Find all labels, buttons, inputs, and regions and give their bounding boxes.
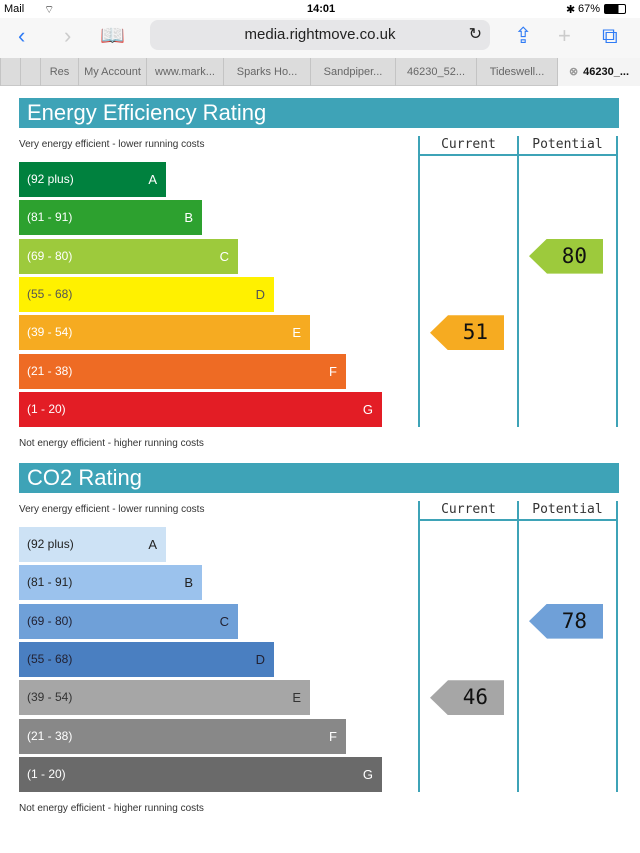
bookmarks-icon[interactable]: 📖	[100, 25, 125, 47]
section-title: CO2 Rating	[19, 463, 619, 493]
battery-percent: 67%	[578, 3, 601, 15]
back-to-app[interactable]: Mail	[4, 3, 25, 15]
current-rating-arrow: 46	[430, 680, 504, 716]
tab-bar: Res My Account www.mark... Sparks Ho... Sand…	[0, 58, 640, 86]
current-header: Current	[420, 136, 517, 156]
rating-band-c: (69 - 80) C	[19, 603, 238, 639]
status-bar: Mail ⌔ 14:01 ✱ 67%	[0, 0, 640, 18]
potential-rating-arrow: 80	[529, 238, 603, 274]
band-range: (1 - 20)	[27, 766, 66, 781]
rating-band-e: (39 - 54) E	[19, 315, 310, 351]
browser-tab[interactable]: Sandpiper...	[310, 58, 395, 86]
potential-rating-arrow: 78	[529, 603, 603, 639]
top-note: Very energy efficient - lower running co…	[19, 139, 205, 150]
co2-rating-chart: CO2 Rating Very energy efficient - lower…	[19, 463, 619, 823]
current-column	[418, 501, 518, 792]
forward-icon[interactable]: ›	[64, 23, 72, 48]
rating-band-b: (81 - 91) B	[19, 565, 202, 601]
tab-label: 46230_...	[583, 66, 630, 78]
browser-tab[interactable]: 46230_52...	[395, 58, 476, 86]
band-letter: A	[148, 537, 157, 552]
browser-tab[interactable]: www.mark...	[146, 58, 223, 86]
section-title: Energy Efficiency Rating	[19, 98, 619, 128]
band-letter: G	[362, 401, 373, 417]
rating-band-b: (81 - 91) B	[19, 200, 202, 236]
rating-band-a: (92 plus) A	[19, 527, 166, 562]
bottom-note: Not energy efficient - higher running co…	[19, 803, 204, 814]
band-range: (39 - 54)	[27, 325, 73, 340]
band-letter: E	[292, 325, 301, 341]
band-range: (39 - 54)	[27, 690, 73, 705]
band-range: (69 - 80)	[27, 613, 73, 628]
band-letter: D	[255, 286, 265, 302]
reload-icon[interactable]: ↻	[468, 26, 482, 43]
rating-band-e: (39 - 54) E	[19, 680, 310, 716]
band-letter: C	[219, 613, 229, 629]
band-letter: B	[184, 575, 193, 591]
url-text: media.rightmove.co.uk	[244, 26, 396, 43]
browser-toolbar: ‹ › 📖 media.rightmove.co.uk ↻ ⇪ + ⧉	[0, 18, 640, 58]
back-icon[interactable]: ‹	[18, 23, 26, 48]
tab-label: My Account	[84, 66, 141, 78]
band-range: (1 - 20)	[27, 401, 66, 416]
address-bar[interactable]: media.rightmove.co.uk ↻	[150, 20, 490, 50]
rating-band-f: (21 - 38) F	[19, 718, 346, 754]
band-letter: A	[148, 172, 157, 187]
potential-column	[517, 136, 618, 427]
rating-band-g: (1 - 20) G	[19, 756, 382, 792]
potential-header: Potential	[519, 501, 616, 521]
rating-band-d: (55 - 68) D	[19, 276, 274, 312]
battery-icon	[604, 4, 626, 14]
band-range: (81 - 91)	[27, 575, 73, 590]
rating-band-d: (55 - 68) D	[19, 641, 274, 677]
current-rating-arrow: 51	[430, 315, 504, 351]
tab-stub[interactable]	[0, 58, 20, 86]
bluetooth-icon: ✱	[566, 4, 576, 16]
wifi-icon: ⌔	[44, 4, 55, 16]
rating-band-g: (1 - 20) G	[19, 391, 382, 427]
band-letter: E	[292, 690, 301, 706]
band-range: (69 - 80)	[27, 248, 73, 263]
band-range: (92 plus)	[27, 537, 74, 551]
clock: 14:01	[307, 3, 336, 15]
potential-header: Potential	[519, 136, 616, 156]
browser-tab[interactable]: My Account	[78, 58, 146, 86]
band-letter: F	[329, 728, 337, 744]
energy-efficiency-chart: Energy Efficiency Rating Very energy eff…	[19, 98, 619, 458]
tab-label: Sparks Ho...	[236, 66, 298, 78]
band-range: (92 plus)	[27, 172, 74, 186]
band-letter: B	[184, 210, 193, 226]
new-tab-icon[interactable]: +	[558, 23, 571, 48]
browser-tab[interactable]: Tideswell...	[476, 58, 557, 86]
band-letter: F	[329, 363, 337, 379]
rating-band-a: (92 plus) A	[19, 162, 166, 197]
rating-band-f: (21 - 38) F	[19, 353, 346, 389]
tab-label: Tideswell...	[489, 66, 545, 78]
current-column	[418, 136, 518, 427]
bottom-note: Not energy efficient - higher running co…	[19, 438, 204, 449]
tab-stub[interactable]	[20, 58, 40, 86]
tabs-overview-icon[interactable]: ⧉	[602, 23, 618, 48]
share-icon[interactable]: ⇪	[514, 23, 533, 48]
band-letter: D	[255, 651, 265, 667]
band-range: (55 - 68)	[27, 286, 73, 301]
browser-tab[interactable]: ⊗ 46230_...	[557, 58, 640, 86]
band-letter: C	[219, 248, 229, 264]
band-range: (21 - 38)	[27, 728, 73, 743]
band-range: (81 - 91)	[27, 210, 73, 225]
tab-label: 46230_52...	[406, 66, 466, 78]
top-note: Very energy efficient - lower running co…	[19, 504, 205, 515]
band-range: (55 - 68)	[27, 651, 73, 666]
tab-label: www.mark...	[155, 66, 215, 78]
current-header: Current	[420, 501, 517, 521]
browser-tab[interactable]: Sparks Ho...	[223, 58, 310, 86]
band-range: (21 - 38)	[27, 363, 73, 378]
rating-band-c: (69 - 80) C	[19, 238, 238, 274]
close-tab-icon[interactable]: ⊗	[568, 66, 579, 78]
band-letter: G	[362, 766, 373, 782]
browser-tab[interactable]: Res	[40, 58, 78, 86]
tab-label: Sandpiper...	[323, 66, 383, 78]
potential-column	[517, 501, 618, 792]
tab-label: Res	[49, 66, 70, 78]
